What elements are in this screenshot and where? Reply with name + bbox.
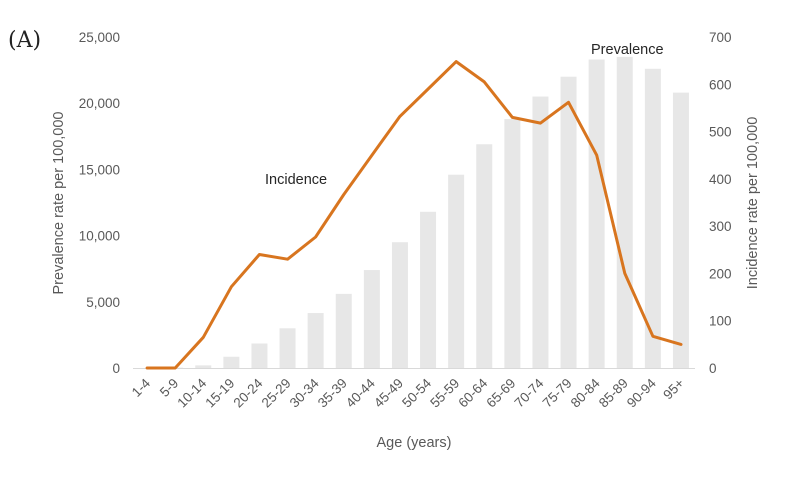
prevalence-bar [195,365,212,368]
left-tick-label: 0 [112,361,120,376]
panel-label: (A) [8,28,41,53]
x-tick-label: 55-59 [427,376,462,411]
x-tick-label: 45-49 [371,376,406,411]
prevalence-bar [532,96,549,368]
x-tick-label: 90-94 [624,375,659,410]
right-tick-label: 0 [709,361,717,376]
prevalence-bar [251,343,268,368]
prevalence-bar [560,76,577,368]
prevalence-bar [391,242,408,368]
x-tick-label: 95+ [660,375,687,402]
incidence-annotation: Incidence [265,172,327,188]
right-tick-label: 100 [709,314,732,329]
x-tick-label: 80-84 [568,375,603,410]
prevalence-bar [279,328,296,368]
x-tick-label: 70-74 [512,375,547,410]
prevalence-bar [307,313,324,368]
x-tick-label: 50-54 [399,375,434,410]
incidence-line-group [145,60,683,370]
x-tick-label: 30-34 [287,375,322,410]
right-axis-title: Incidence rate per 100,000 [745,117,761,290]
left-axis-title: Prevalence rate per 100,000 [51,112,67,295]
x-tick-label: 20-24 [231,375,266,410]
right-tick-label: 300 [709,219,732,234]
x-tick-label: 35-39 [315,376,350,411]
prevalence-bar [476,144,493,368]
prevalence-bar [616,56,633,369]
prevalence-bar [420,211,437,368]
x-tick-label: 60-64 [455,375,490,410]
x-tick-label: 15-19 [202,376,237,411]
x-tick-label: 40-44 [343,375,378,410]
x-tick-label: 25-29 [259,376,294,411]
right-tick-label: 600 [709,77,732,92]
left-tick-label: 10,000 [79,229,120,244]
prevalence-bars [167,56,689,369]
prevalence-bar [672,92,689,368]
left-tick-label: 15,000 [79,162,120,177]
x-tick-label: 65-69 [483,376,518,411]
incidence-line [145,60,683,370]
prevalence-bar [223,356,240,368]
x-axis-title: Age (years) [377,435,452,451]
left-tick-label: 25,000 [79,30,120,45]
left-axis-ticks: 0 5,000 10,000 15,000 20,000 25,000 [79,30,120,376]
x-axis-ticks: 1-4 5-910-1415-1920-2425-2930-3435-3940-4… [129,375,687,410]
left-tick-label: 20,000 [79,96,120,111]
prevalence-bar [335,293,352,368]
prevalence-bar [644,68,661,368]
right-tick-label: 500 [709,125,732,140]
x-tick-label: 1-4 [129,375,154,400]
x-tick-label: 10-14 [174,375,209,410]
prevalence-bar [588,59,605,369]
right-tick-label: 400 [709,172,732,187]
prevalence-bar [448,174,465,368]
right-axis-ticks: 0 100 200 300 400 500 600 700 [709,30,732,376]
prevalence-bar [504,119,521,368]
x-tick-label: 85-89 [596,376,631,411]
prevalence-bar [363,270,380,368]
prevalence-annotation: Prevalence [591,42,664,58]
right-tick-label: 200 [709,266,732,281]
left-tick-label: 5,000 [86,295,120,310]
right-tick-label: 700 [709,30,732,45]
x-tick-label: 75-79 [540,376,575,411]
